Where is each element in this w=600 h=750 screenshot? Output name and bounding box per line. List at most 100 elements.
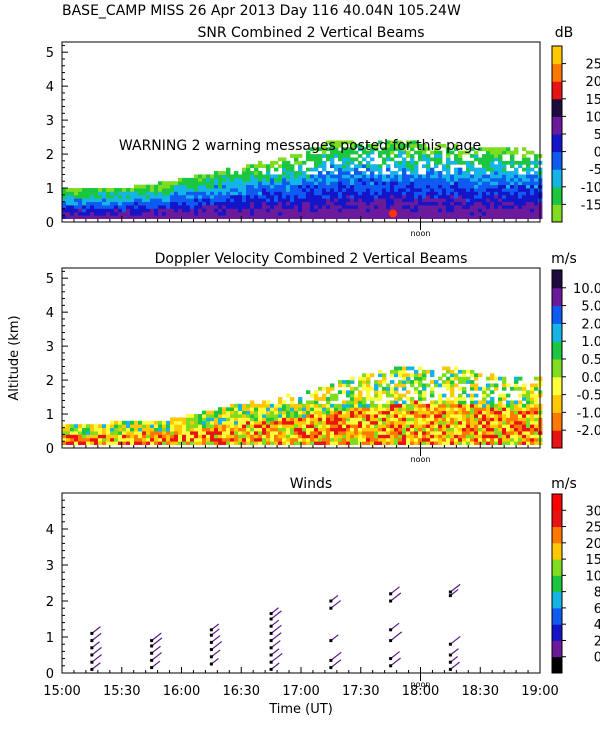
wind-barb	[270, 632, 282, 642]
colorbar-label: -15	[581, 198, 600, 213]
colorbar-label: 25	[585, 58, 600, 73]
wind-barb	[450, 583, 461, 593]
wind-dot	[389, 657, 393, 661]
wind-barb	[330, 659, 342, 669]
wind-dot	[209, 648, 213, 652]
x-tick-label: 17:30	[342, 684, 379, 699]
wind-barb	[450, 635, 461, 645]
wind-dot	[269, 646, 273, 650]
colorbar-label: 20	[585, 537, 600, 552]
wind-dot	[448, 653, 452, 657]
y-tick-label: 3	[46, 340, 54, 355]
colorbar-segment	[552, 186, 562, 205]
colorbar-label: 0	[594, 146, 600, 161]
wind-barb	[151, 652, 162, 661]
colorbar-segment	[552, 81, 562, 100]
colorbar-segment	[552, 640, 562, 658]
wind-barb	[151, 632, 162, 642]
wind-barb	[211, 640, 223, 651]
y-tick-label: 4	[46, 523, 54, 538]
colorbar-segment	[552, 591, 562, 609]
colorbar-segment	[552, 430, 562, 449]
y-tick-label: 1	[46, 182, 54, 197]
wind-dot	[90, 653, 94, 657]
y-tick-label: 3	[46, 114, 54, 129]
colorbar-label: 2	[594, 634, 600, 649]
x-tick-label: 15:30	[103, 684, 140, 699]
colorbar-label: 0.5	[581, 353, 600, 368]
y-axis-title: Altitude (km)	[7, 315, 22, 400]
colorbar-label: -1.0	[577, 406, 600, 421]
wind-dot	[329, 658, 333, 662]
colorbar-segment	[552, 151, 562, 170]
wind-barb	[270, 652, 283, 663]
colorbar-label: 25	[585, 521, 600, 536]
wind-dot	[269, 639, 273, 643]
colorbar-segment	[552, 63, 562, 82]
wind-dot	[90, 667, 94, 671]
y-tick-label: 3	[46, 559, 54, 574]
wind-profile	[209, 623, 223, 666]
colorbar-label: 6	[594, 602, 600, 617]
x-tick-label: 17:00	[282, 684, 319, 699]
colorbar-segment	[552, 656, 562, 674]
colorbar-label: 4	[594, 618, 600, 633]
wind-dot	[448, 594, 452, 598]
colorbar-label: 15	[585, 553, 600, 568]
wind-barb	[390, 592, 402, 602]
warning-message: WARNING 2 warning messages posted for th…	[119, 138, 481, 154]
panel-data	[62, 140, 543, 220]
colorbar-segment	[552, 412, 562, 431]
colorbar-label: 10	[585, 569, 600, 584]
wind-dot	[389, 599, 393, 603]
colorbar-label: -10	[581, 181, 600, 196]
colorbar-frame	[551, 493, 563, 674]
plot-frame	[61, 492, 541, 674]
colorbar-segment	[552, 494, 562, 511]
wind-profile	[389, 586, 403, 668]
colorbar-segment	[552, 624, 562, 641]
panel-3: Winds m/s 0 1 2 3 4 noon 15:00 15:30 16:00 16:30 17:…	[43, 476, 600, 717]
wind-dot	[329, 606, 333, 610]
colorbar-segment	[552, 98, 562, 117]
colorbar-segment	[552, 359, 562, 378]
wind-dot	[448, 660, 452, 664]
wind-profile	[329, 594, 342, 670]
colorbar-label: 0.0	[581, 371, 600, 386]
wind-dot	[269, 624, 273, 628]
wind-barb	[91, 654, 102, 663]
noon-label: noon	[411, 680, 431, 689]
wind-profile	[448, 583, 461, 671]
y-tick-label: 4	[46, 80, 54, 95]
colorbar-label: -2.0	[577, 424, 600, 439]
y-tick-label: 4	[46, 306, 54, 321]
wind-dot	[150, 651, 154, 655]
wind-dot	[329, 639, 333, 643]
colorbar: -15 -10 -5 0 5 10 15 20 25	[551, 45, 600, 223]
colorbar-segment	[552, 169, 562, 188]
wind-barb	[91, 646, 102, 656]
wind-barb	[270, 640, 281, 649]
colorbar-segment	[552, 376, 562, 396]
wind-dot	[389, 592, 393, 596]
colorbar-segment	[552, 510, 562, 528]
x-axis-title: Time (UT)	[268, 702, 333, 717]
wind-dot	[269, 653, 273, 657]
wind-dot	[269, 612, 273, 616]
wind-barb	[390, 657, 401, 667]
colorbar: -2.0 -1.0 -0.5 0.0 0.5 1.0 2.0 5.0 10.0	[551, 269, 600, 449]
colorbar-segment	[552, 134, 562, 153]
colorbar-segment	[552, 305, 562, 324]
wind-barb	[91, 632, 102, 642]
colorbar-segment	[552, 575, 562, 593]
wind-dot	[448, 590, 452, 594]
colorbar-segment	[552, 526, 562, 544]
colorbar-label: 10	[585, 110, 600, 125]
colorbar-label: 5	[594, 128, 600, 143]
x-tick-label: 18:30	[462, 684, 499, 699]
colorbar-label: 15	[585, 93, 600, 108]
wind-dot	[209, 633, 213, 637]
wind-dot	[90, 660, 94, 664]
wind-barb	[330, 651, 342, 661]
